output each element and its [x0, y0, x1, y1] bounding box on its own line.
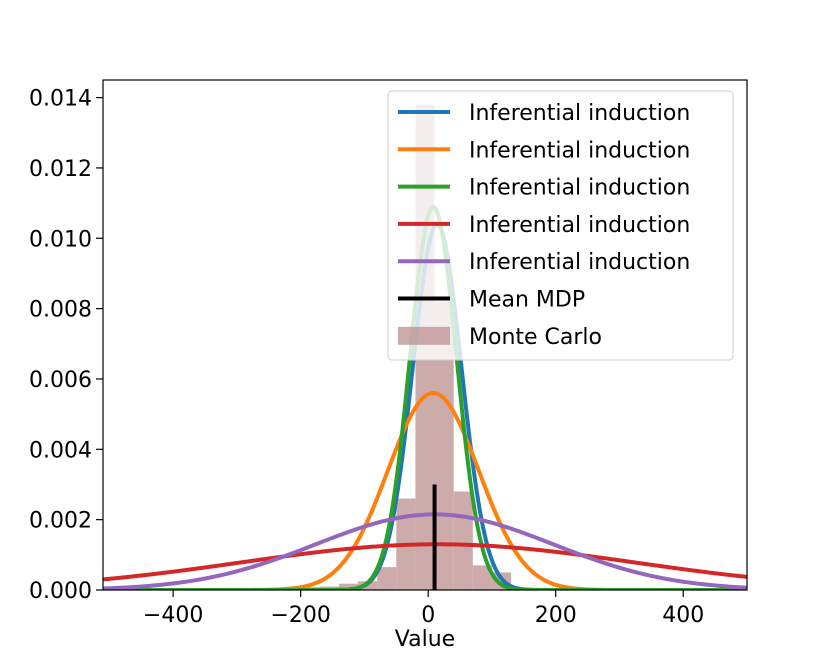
histogram-bar — [453, 491, 473, 590]
x-axis-label: Value — [395, 627, 455, 652]
legend: Inferential induction Inferential inducti… — [387, 90, 734, 361]
histogram-bar — [377, 567, 397, 590]
y-tick-label: 0.006 — [29, 368, 92, 393]
x-tick-label: 400 — [662, 603, 704, 628]
x-tick-label: 0 — [421, 603, 435, 628]
legend-label: Inferential induction — [469, 250, 690, 275]
legend-box — [387, 90, 734, 361]
legend-label: Inferential induction — [469, 176, 690, 201]
legend-label: Inferential induction — [469, 138, 690, 163]
legend-label: Monte Carlo — [469, 325, 602, 350]
series-line — [103, 542, 747, 582]
legend-label: Inferential induction — [469, 101, 690, 126]
y-tick-label: 0.012 — [29, 157, 92, 182]
legend-swatch — [398, 326, 450, 345]
histogram-bar — [338, 583, 359, 590]
legend-label: Inferential induction — [469, 213, 690, 238]
y-tick-label: 0.002 — [29, 509, 92, 534]
x-tick-label: −200 — [270, 603, 330, 628]
x-axis: −400 −200 0 200 400 — [143, 590, 704, 628]
y-axis: 0.000 0.002 0.004 0.006 0.008 0.010 0.012 0.014 — [29, 87, 103, 604]
legend-label: Mean MDP — [469, 288, 585, 313]
histogram-bar — [434, 301, 454, 590]
histogram-bar — [472, 565, 492, 590]
series-line — [103, 512, 747, 590]
y-tick-label: 0.010 — [29, 227, 92, 252]
x-tick-label: 200 — [535, 603, 577, 628]
y-tick-label: 0.014 — [29, 87, 92, 112]
y-tick-label: 0.008 — [29, 298, 92, 323]
x-tick-label: −400 — [143, 603, 203, 628]
y-tick-label: 0.000 — [29, 579, 92, 604]
y-tick-label: 0.004 — [29, 438, 92, 463]
plot-frame — [102, 79, 748, 591]
